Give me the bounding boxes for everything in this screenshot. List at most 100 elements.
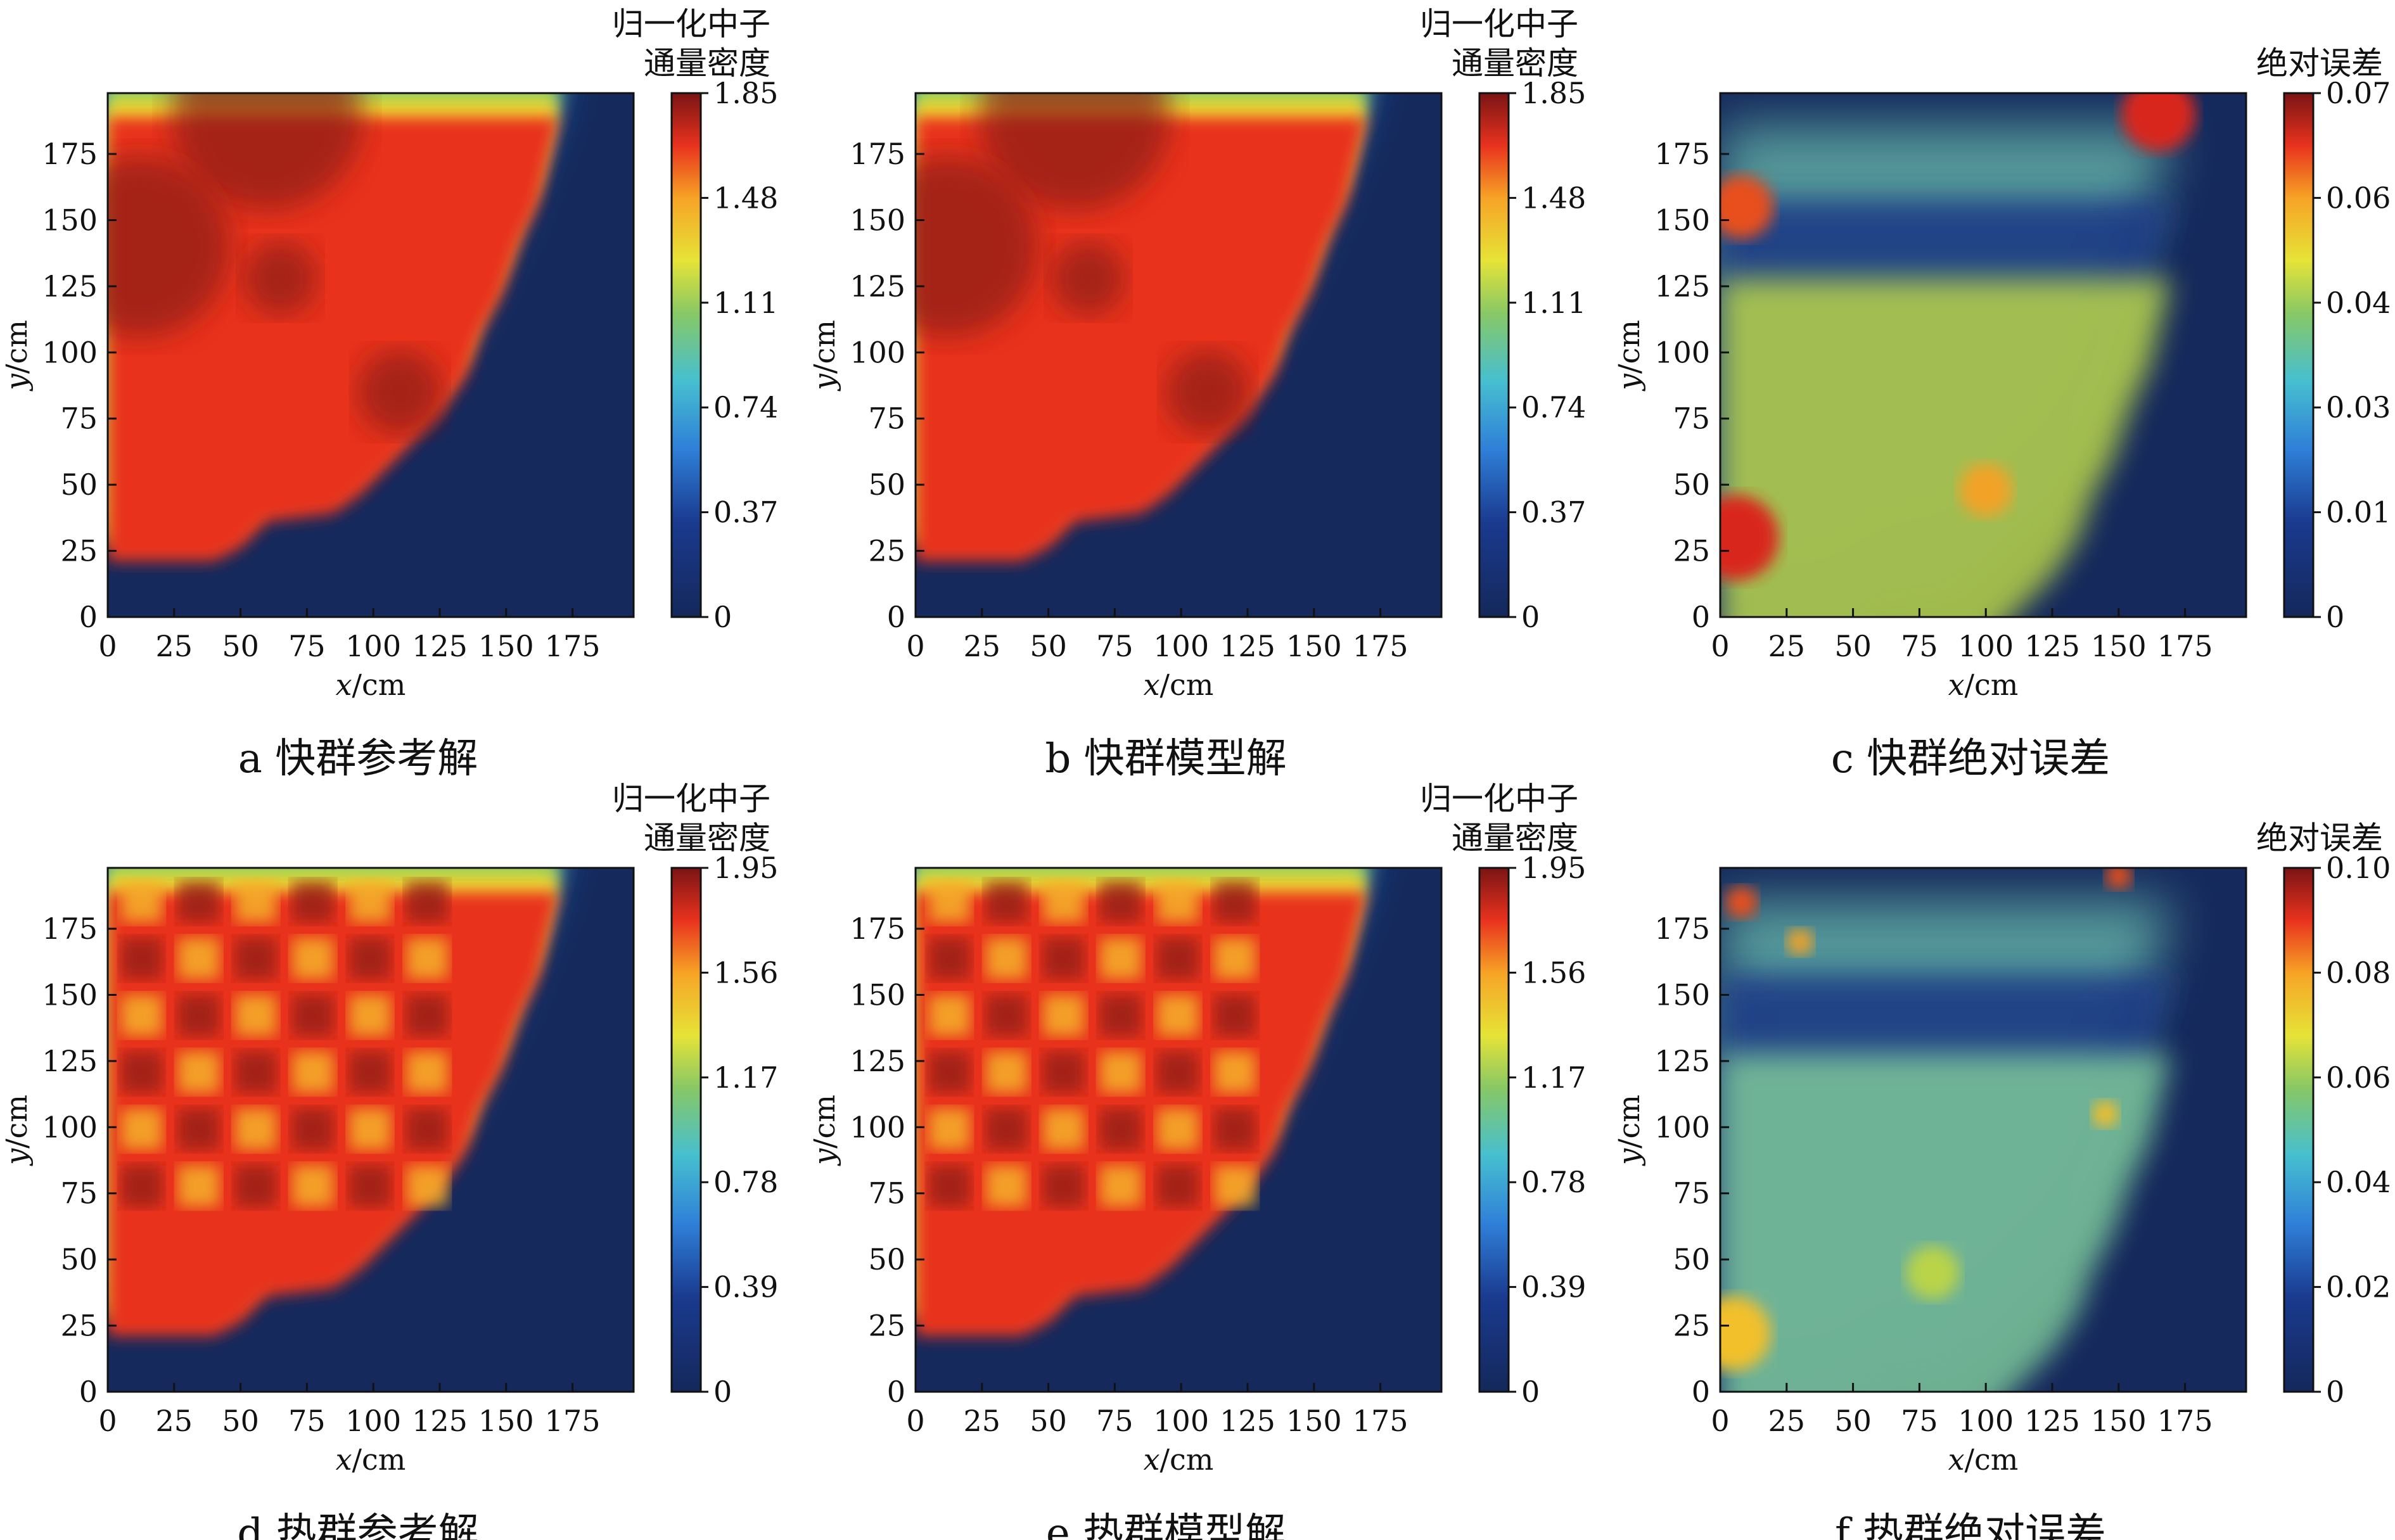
assembly-cell: [929, 1109, 970, 1150]
y-tick-label: 125: [1654, 1044, 1710, 1078]
y-tick-label: 125: [1654, 269, 1710, 303]
error-hotspot: [1725, 886, 1758, 919]
y-tick-label: 150: [850, 203, 905, 237]
assembly-cell: [1043, 938, 1085, 979]
assembly-cell: [1100, 1109, 1142, 1150]
x-tick-label: 75: [1096, 629, 1134, 663]
x-axis-label: x/cm: [336, 668, 406, 702]
x-tick-label: 100: [1958, 629, 2014, 663]
x-tick-label: 75: [1901, 629, 1938, 663]
y-tick-label: 125: [850, 269, 905, 303]
assembly-cell: [1043, 1052, 1085, 1093]
colorbar-tick-label: 0.74: [713, 390, 778, 424]
assembly-cell: [1043, 995, 1085, 1036]
x-tick-label: 125: [1220, 629, 1275, 663]
panel-a: 0 25 50 75 100 125 150 175 0 25 50 75 100 125 150 175 x/…: [0, 6, 778, 782]
assembly-cell: [292, 995, 334, 1036]
x-tick-label: 125: [1220, 1404, 1275, 1438]
x-tick-label: 150: [2091, 629, 2147, 663]
y-axis-label: y/cm: [1612, 320, 1646, 391]
x-tick-label: 0: [1711, 1404, 1729, 1438]
assembly-cell: [178, 1109, 220, 1150]
x-tick-label: 100: [1958, 1404, 2014, 1438]
colorbar-tick-label: 0.04: [2326, 286, 2391, 320]
assembly-cell: [929, 1165, 970, 1207]
assembly-cell: [178, 1165, 220, 1207]
assembly-cell: [121, 995, 162, 1036]
assembly-cell: [121, 1109, 162, 1150]
assembly-cell: [986, 1165, 1028, 1207]
colorbar-tick-label: 0.10: [2326, 851, 2391, 885]
x-axis-label: x/cm: [1948, 668, 2019, 702]
x-tick-label: 75: [1096, 1404, 1134, 1438]
hotspot: [357, 349, 443, 435]
y-tick-label: 75: [868, 402, 905, 436]
x-tick-label: 25: [964, 1404, 1001, 1438]
plot-frame: [1719, 92, 2247, 618]
x-tick-label: 50: [1030, 1404, 1067, 1438]
x-tick-label: 100: [1153, 1404, 1209, 1438]
y-axis-label: y/cm: [807, 1095, 841, 1166]
heatmap-d: [108, 868, 634, 1392]
assembly-cell: [1214, 1165, 1256, 1207]
colorbar-tick-label: 0.01: [2326, 495, 2391, 530]
assembly-cell: [349, 1165, 391, 1207]
y-tick-label: 25: [868, 1309, 905, 1343]
plot-frame: [914, 92, 1443, 618]
x-tick-label: 25: [156, 1404, 193, 1438]
x-tick-label: 75: [288, 629, 326, 663]
assembly-cell: [1043, 1165, 1085, 1207]
hotspot: [1165, 349, 1251, 435]
assembly-cell: [1157, 995, 1199, 1036]
colorbar-tick-label: 0.06: [2326, 1060, 2391, 1095]
assembly-cell: [929, 1052, 970, 1093]
x-tick-label: 150: [2091, 1404, 2147, 1438]
assembly-cell: [1157, 1052, 1199, 1093]
x-tick-label: 100: [345, 1404, 401, 1438]
assembly-cell: [1214, 1052, 1256, 1093]
y-tick-label: 0: [887, 600, 905, 634]
hotspot: [1051, 241, 1126, 316]
assembly-cell: [1214, 881, 1256, 922]
assembly-cell: [986, 938, 1028, 979]
panel-caption: f 热群绝对误差: [1835, 1510, 2106, 1540]
plot-frame: [914, 867, 1443, 1393]
x-tick-label: 50: [222, 1404, 259, 1438]
colorbar-tick-label: 0: [2326, 1375, 2344, 1409]
assembly-cell: [292, 1165, 334, 1207]
x-tick-label: 50: [1030, 629, 1067, 663]
assembly-cell: [1214, 938, 1256, 979]
panel-e: 0 25 50 75 100 125 150 175 0 25 50 75 100 125 150 175 x/…: [807, 780, 1586, 1540]
assembly-cell: [121, 938, 162, 979]
y-tick-label: 50: [1673, 468, 1710, 502]
colorbar: [2283, 92, 2315, 618]
colorbar-tick-label: 0.04: [2326, 1165, 2391, 1199]
assembly-cell: [929, 938, 970, 979]
y-tick-label: 150: [850, 977, 905, 1012]
x-tick-label: 50: [1834, 1404, 1872, 1438]
y-tick-label: 75: [60, 402, 98, 436]
colorbar-tick-label: 0.37: [1521, 495, 1586, 530]
x-tick-label: 150: [478, 1404, 534, 1438]
y-tick-label: 175: [850, 912, 905, 946]
assembly-cell: [349, 1052, 391, 1093]
assembly-cell: [235, 881, 277, 922]
y-tick-label: 25: [868, 534, 905, 568]
colorbar-title-line2: 通量密度: [644, 45, 770, 82]
plot-frame: [106, 867, 635, 1393]
y-tick-label: 50: [60, 468, 98, 502]
assembly-cell: [1157, 938, 1199, 979]
x-tick-label: 100: [345, 629, 401, 663]
colorbar-title-line1: 归一化中子: [1420, 780, 1578, 817]
assembly-cell: [235, 1052, 277, 1093]
colorbar-title-line2: 通量密度: [644, 820, 770, 856]
assembly-cell: [1043, 881, 1085, 922]
x-tick-label: 125: [412, 1404, 468, 1438]
x-tick-label: 50: [222, 629, 259, 663]
assembly-cell: [1043, 1109, 1085, 1150]
colorbar-tick-label: 0.02: [2326, 1270, 2391, 1304]
assembly-cell: [1157, 1165, 1199, 1207]
error-hotspot: [1720, 495, 1779, 580]
error-hotspot: [2121, 93, 2196, 152]
assembly-cell: [929, 881, 970, 922]
